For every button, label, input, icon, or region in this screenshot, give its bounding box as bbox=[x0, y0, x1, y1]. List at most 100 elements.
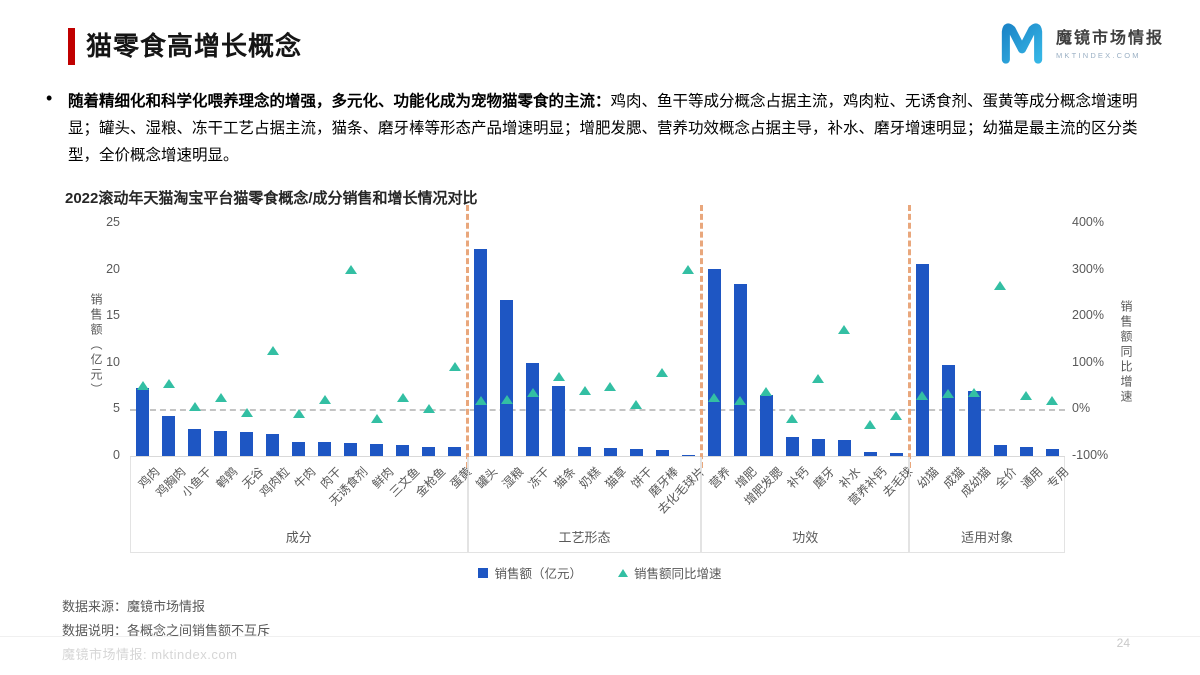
plot-area bbox=[130, 205, 1065, 468]
y-tick-left: 25 bbox=[106, 215, 120, 229]
sales-bar bbox=[681, 455, 695, 457]
growth-triangle bbox=[682, 264, 695, 274]
sales-bar bbox=[629, 448, 643, 456]
chart: 销售额（亿元） 销售额同比增速 25 20 15 10 5 0 400% 300% 200% 10… bbox=[0, 205, 1200, 590]
y-tick-left: 5 bbox=[113, 401, 120, 416]
y-tick-right: 200% bbox=[1072, 308, 1104, 323]
group-separator-line bbox=[907, 205, 911, 468]
sales-bar bbox=[578, 446, 591, 456]
sales-bar bbox=[266, 433, 280, 456]
legend-item: 销售额（亿元） bbox=[478, 563, 582, 582]
category-group-label: 功效 bbox=[792, 530, 819, 545]
y-tick-right: -100% bbox=[1072, 448, 1109, 462]
sales-bar bbox=[941, 364, 955, 456]
logo-m-icon bbox=[998, 20, 1046, 69]
growth-triangle bbox=[786, 413, 799, 423]
growth-triangle bbox=[838, 325, 851, 335]
sales-bar bbox=[214, 430, 228, 456]
growth-triangle bbox=[422, 404, 435, 414]
title-accent-bar bbox=[68, 28, 75, 65]
sales-bar bbox=[552, 386, 566, 456]
x-label: 通用 bbox=[1018, 464, 1046, 492]
sales-bar bbox=[655, 450, 669, 456]
y-tick-right: 300% bbox=[1072, 261, 1104, 276]
growth-triangle bbox=[552, 371, 565, 381]
sales-bar bbox=[733, 283, 747, 456]
growth-triangle bbox=[864, 419, 877, 429]
sales-bar bbox=[967, 390, 981, 456]
x-label: 磨牙 bbox=[810, 464, 838, 492]
sales-bar bbox=[707, 268, 721, 456]
growth-triangle bbox=[318, 395, 331, 405]
growth-triangle bbox=[448, 362, 461, 372]
x-label: 营养 bbox=[706, 464, 734, 492]
growth-triangle bbox=[968, 388, 981, 398]
category-group-box: 罐头 湿粮 冻干 猫条 奶糕 猫草 饼干 磨牙棒 去化毛球片 工艺形态 bbox=[467, 457, 708, 553]
growth-triangle bbox=[630, 399, 643, 409]
category-group-label: 成分 bbox=[285, 530, 312, 545]
sales-bar bbox=[188, 428, 202, 456]
growth-triangle bbox=[266, 346, 279, 356]
x-label: 猫条 bbox=[550, 464, 578, 492]
sales-bar bbox=[500, 300, 514, 456]
group-separator-line bbox=[466, 205, 470, 468]
summary-bold: 随着精细化和科学化喂养理念的增强，多元化、功能化成为宠物猫零食的主流： bbox=[68, 93, 611, 110]
footer-brand-url: 魔镜市场情报: mktindex.com bbox=[62, 647, 238, 662]
sales-bar bbox=[889, 453, 903, 456]
summary-paragraph: 随着精细化和科学化喂养理念的增强，多元化、功能化成为宠物猫零食的主流：鸡肉、鱼干… bbox=[68, 88, 1138, 169]
sales-bar bbox=[1019, 446, 1033, 456]
growth-triangle bbox=[214, 392, 227, 402]
category-axis: 鸡肉 鸡胸肉 小鱼干 鹌鹑 无谷 鸡肉粒 牛肉 肉干 无诱食剂 鲜肉 三文鱼 金枪鱼 蛋黄 成分 罐头 湿粮冻… bbox=[130, 457, 1071, 555]
y-tick-left: 10 bbox=[106, 354, 120, 369]
category-group-label: 工艺形态 bbox=[558, 530, 611, 545]
x-label: 全价 bbox=[992, 464, 1020, 492]
sales-bar bbox=[837, 440, 851, 456]
footer-divider bbox=[0, 636, 1200, 637]
growth-triangle bbox=[292, 409, 305, 419]
growth-triangle bbox=[916, 391, 929, 401]
growth-triangle bbox=[396, 392, 409, 402]
logo-text: 魔镜市场情报 MKTINDEX.COM bbox=[1056, 29, 1164, 59]
sales-bar bbox=[863, 452, 877, 456]
page-number: 24 bbox=[1116, 636, 1130, 650]
growth-triangle bbox=[604, 382, 617, 392]
growth-triangle bbox=[500, 395, 513, 405]
growth-triangle bbox=[656, 368, 669, 378]
legend-square-icon bbox=[478, 567, 489, 578]
growth-triangle bbox=[136, 381, 149, 391]
y-tick-right: 0% bbox=[1072, 401, 1091, 416]
logo-brand: 魔镜市场情报 bbox=[1055, 30, 1164, 48]
y-tick-left: 20 bbox=[106, 261, 120, 276]
x-label: 冻干 bbox=[524, 464, 552, 492]
chart-legend: 销售额（亿元） 销售额同比增速 bbox=[0, 563, 1200, 582]
x-label: 鹌鹑 bbox=[213, 464, 241, 492]
sales-bar bbox=[915, 264, 929, 456]
y-tick-right: 400% bbox=[1072, 215, 1104, 229]
x-label: 猫草 bbox=[602, 464, 630, 492]
group-separator-line bbox=[699, 205, 703, 468]
sales-bar bbox=[759, 395, 773, 456]
growth-triangle bbox=[578, 385, 591, 395]
category-group-box: 鸡肉 鸡胸肉 小鱼干 鹌鹑 无谷 鸡肉粒 牛肉 肉干 无诱食剂 鲜肉 三文鱼 金枪鱼 蛋黄 成分 bbox=[130, 457, 474, 553]
y-tick-left: 15 bbox=[106, 308, 120, 323]
sales-bar bbox=[422, 446, 436, 456]
y-tick-right: 100% bbox=[1072, 354, 1104, 369]
y-axis-label-left: 销售额（亿元） bbox=[89, 293, 103, 398]
legend-triangle-icon bbox=[618, 568, 628, 577]
category-group-box: 幼猫 成猫 成幼猫 全价 通用 专用 适用对象 bbox=[909, 457, 1071, 553]
bullet-icon: • bbox=[46, 88, 53, 108]
data-note-line: 数据说明：各概念之间销售额不互斥 bbox=[62, 623, 271, 638]
legend-item: 销售额同比增速 bbox=[618, 563, 722, 582]
growth-triangle bbox=[344, 264, 357, 274]
page-title: 猫零食高增长概念 bbox=[86, 31, 303, 61]
growth-triangle bbox=[1046, 396, 1058, 406]
sales-bar bbox=[240, 431, 254, 456]
category-group-label: 适用对象 bbox=[961, 530, 1014, 545]
data-source-line: 数据来源：魔镜市场情报 bbox=[62, 599, 206, 614]
category-group-box: 营养 增肥 增肥发腮 补钙 磨牙 补水 营养补钙 去毛球 功效 bbox=[701, 457, 915, 553]
growth-triangle bbox=[760, 387, 773, 397]
sales-bar bbox=[344, 442, 358, 456]
growth-triangle bbox=[1020, 391, 1033, 401]
sales-bar bbox=[396, 444, 410, 456]
